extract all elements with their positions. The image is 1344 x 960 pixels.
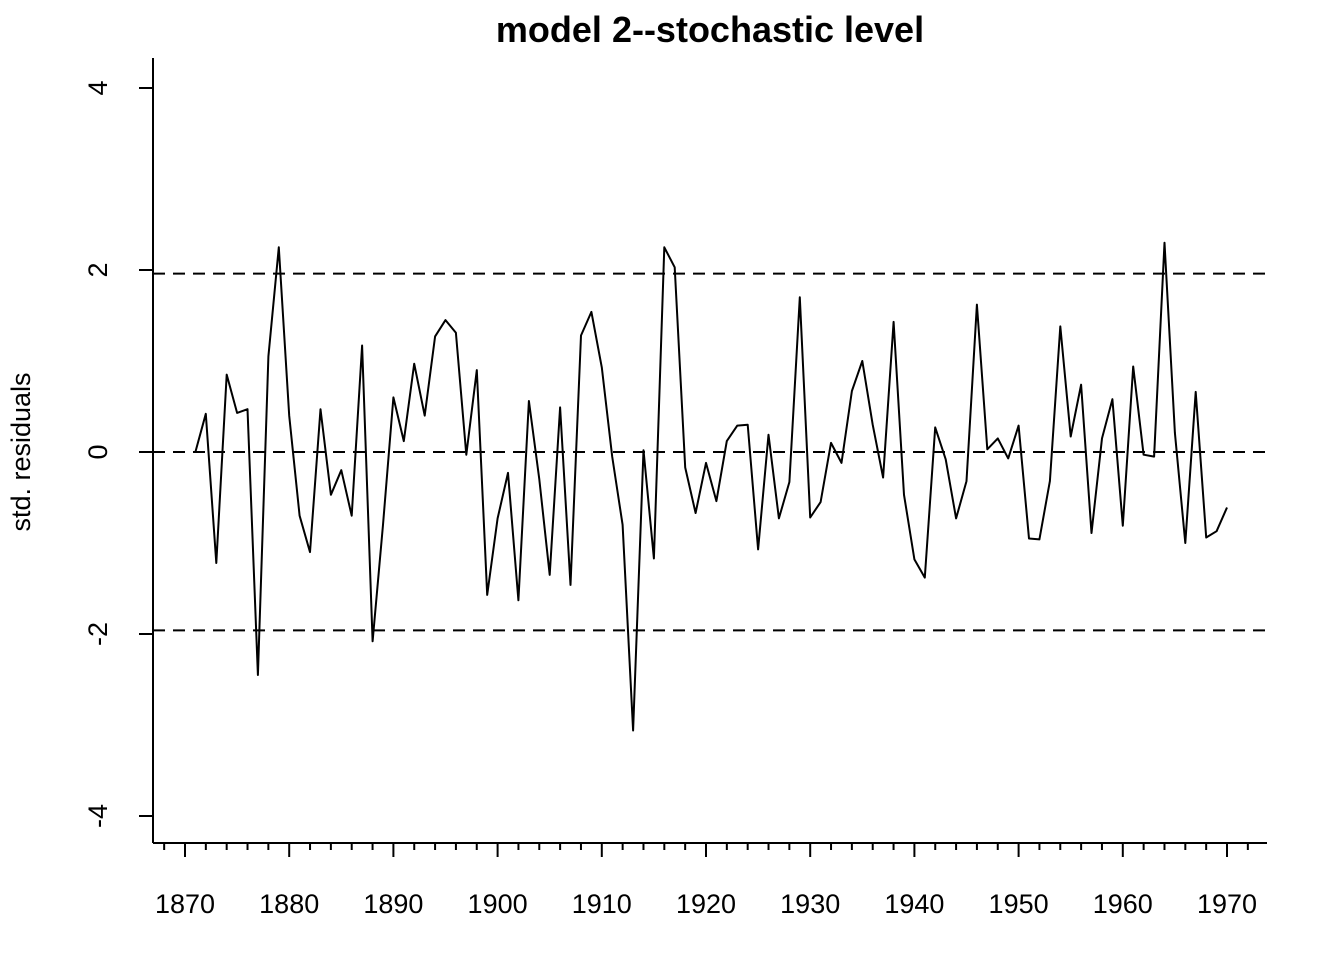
y-tick-label: 0 xyxy=(83,444,113,459)
reference-lines xyxy=(153,272,1267,632)
x-tick-label: 1890 xyxy=(363,889,423,919)
series-line xyxy=(194,241,1228,732)
x-tick-label: 1900 xyxy=(468,889,528,919)
x-tick-label: 1880 xyxy=(259,889,319,919)
y-tick-label: 2 xyxy=(83,262,113,277)
series-group xyxy=(194,241,1228,732)
y-axis-label: std. residuals xyxy=(6,372,36,531)
x-tick-label: 1920 xyxy=(676,889,736,919)
y-tick-label: 4 xyxy=(83,80,113,95)
x-tick-label: 1910 xyxy=(572,889,632,919)
x-tick-label: 1950 xyxy=(989,889,1049,919)
y-axis-ticks: -4 -2 0 2 4 xyxy=(83,80,153,828)
x-tick-label: 1940 xyxy=(884,889,944,919)
x-tick-label: 1930 xyxy=(780,889,840,919)
y-tick-label: -2 xyxy=(83,622,113,646)
x-tick-label: 1970 xyxy=(1197,889,1257,919)
y-tick-label: -4 xyxy=(83,804,113,828)
chart-title: model 2--stochastic level xyxy=(496,9,924,50)
x-tick-label: 1870 xyxy=(155,889,215,919)
x-tick-label: 1960 xyxy=(1093,889,1153,919)
x-axis-ticks: 1870 1880 1890 1900 1910 1920 1930 1940 1950 1960… xyxy=(155,843,1257,919)
